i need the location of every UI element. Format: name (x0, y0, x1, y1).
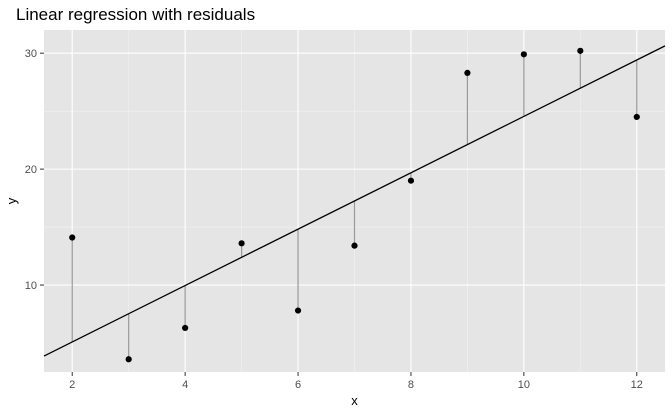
data-point (407, 177, 415, 184)
data-point (520, 51, 527, 58)
x-tick-label: 10 (518, 379, 530, 391)
x-tick-label: 12 (631, 379, 643, 391)
x-tick-label: 8 (408, 379, 414, 391)
major-gridlines (44, 30, 665, 372)
data-point (238, 240, 245, 247)
regression-line (43, 45, 666, 357)
data-point (351, 242, 358, 249)
x-axis-label: x (351, 393, 358, 408)
y-tick-label: 10 (25, 280, 37, 292)
chart-title: Linear regression with residuals (16, 5, 255, 24)
data-point (182, 324, 189, 332)
y-tick-label: 30 (25, 48, 37, 60)
y-tick-label: 20 (25, 164, 37, 176)
y-axis-label: y (4, 197, 19, 204)
data-point (464, 69, 471, 76)
x-tick-label: 4 (182, 379, 188, 391)
y-axis-ticks: 10 20 30 (25, 48, 44, 292)
x-axis-ticks: 2 4 6 8 10 12 (69, 372, 643, 391)
data-point (125, 356, 132, 363)
data-point (577, 47, 584, 54)
data-point (633, 113, 640, 121)
data-point (294, 307, 302, 314)
residual-segments (71, 50, 638, 360)
data-point (69, 234, 76, 241)
x-tick-label: 6 (295, 379, 301, 391)
x-tick-label: 2 (69, 379, 75, 391)
data-points (69, 47, 640, 363)
